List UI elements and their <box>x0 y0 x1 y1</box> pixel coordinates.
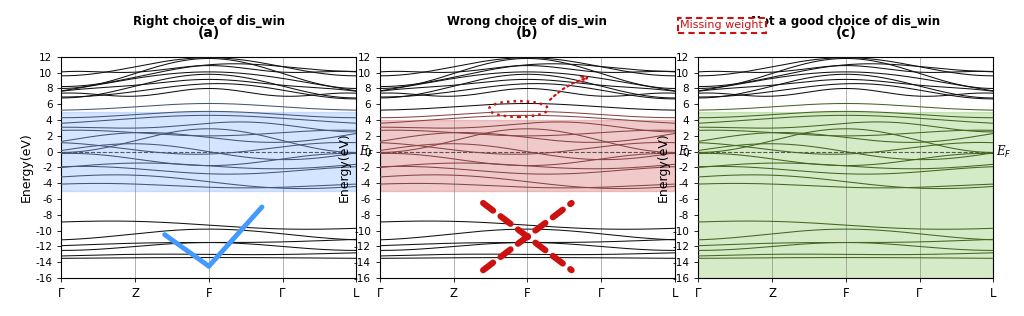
Text: Right choice of dis_win: Right choice of dis_win <box>133 15 285 28</box>
Bar <box>380 120 675 191</box>
Bar <box>61 112 356 191</box>
Y-axis label: Energy(eV): Energy(eV) <box>656 133 670 202</box>
Text: Wrong choice of dis_win: Wrong choice of dis_win <box>447 15 607 28</box>
Y-axis label: Energy(eV): Energy(eV) <box>338 133 351 202</box>
Bar <box>698 112 993 278</box>
Y-axis label: Energy(eV): Energy(eV) <box>19 133 33 202</box>
Text: Not a good choice of dis_win: Not a good choice of dis_win <box>752 15 940 28</box>
Title: (a): (a) <box>198 27 220 40</box>
Text: E$_F$: E$_F$ <box>359 144 375 160</box>
Title: (c): (c) <box>836 27 856 40</box>
Text: E$_F$: E$_F$ <box>678 144 693 160</box>
Title: (b): (b) <box>516 27 539 40</box>
Text: Missing weight: Missing weight <box>681 20 763 30</box>
Text: E$_F$: E$_F$ <box>996 144 1012 160</box>
